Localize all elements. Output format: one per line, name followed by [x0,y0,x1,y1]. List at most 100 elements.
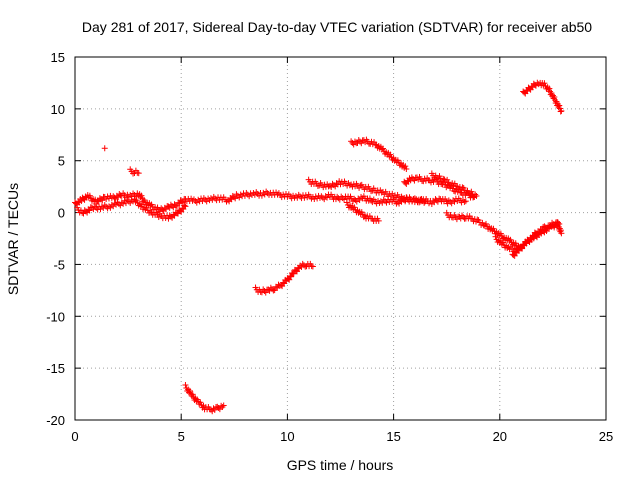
axis-ticks [74,56,607,421]
data-point [288,195,295,202]
data-point [325,183,332,190]
data-point [538,227,545,234]
data-point [358,193,365,200]
x-tick-label: 10 [280,429,294,444]
data-point [551,94,558,101]
data-point [555,220,562,227]
data-point [122,194,129,201]
data-point [368,188,375,195]
data-point [422,198,429,205]
data-point [117,202,124,209]
data-point [411,177,418,184]
data-point [369,199,376,206]
data-point [399,195,406,202]
x-tick-label: 5 [178,429,185,444]
data-point [474,216,481,223]
data-point [462,198,469,205]
data-point [197,399,204,406]
data-point [558,230,565,237]
data-point [138,192,145,199]
y-tick-label: -10 [46,309,65,324]
data-point [127,199,134,206]
data-point [182,382,189,389]
data-point [373,200,380,207]
data-point [546,223,553,230]
data-point [375,217,382,224]
data-point [86,192,93,199]
data-point [440,175,447,182]
data-point [203,198,210,205]
y-tick-label: 15 [51,50,65,65]
data-point [189,391,196,398]
data-point [546,85,553,92]
data-point [99,197,106,204]
data-point [321,196,328,203]
data-point [557,108,564,115]
data-point [301,194,308,201]
data-point [339,195,346,202]
data-point [414,199,421,206]
data-point [193,199,200,206]
data-point [341,196,348,203]
data-point [465,190,472,197]
data-point [379,145,386,152]
data-point [322,193,329,200]
x-tick-label: 20 [493,429,507,444]
data-point [236,194,243,201]
data-point [557,227,564,234]
y-tick-label: 5 [58,154,65,169]
data-point [304,194,311,201]
data-point [220,402,227,409]
data-point [403,166,410,173]
x-tick-label: 15 [386,429,400,444]
data-point [274,191,281,198]
data-point [461,198,468,205]
data-point [311,195,318,202]
y-tick-label: -15 [46,361,65,376]
y-axis-label: SDTVAR / TECUs [5,183,21,295]
data-point [368,197,375,204]
data-point [450,187,457,194]
data-point [155,214,162,221]
data-point [458,199,465,206]
data-point [105,195,112,202]
data-point [246,193,253,200]
data-point [120,200,127,207]
data-point [382,198,389,205]
data-point [453,183,460,190]
y-tick-label: 10 [51,102,65,117]
grid-lines [75,57,606,420]
data-point [211,406,218,413]
chart-title: Day 281 of 2017, Sidereal Day-to-day VTE… [82,19,592,35]
data-point [262,289,269,296]
data-point [457,189,464,196]
x-tick-label: 25 [599,429,613,444]
data-point [454,198,461,205]
data-point [132,193,139,200]
data-point [101,145,108,152]
data-point [356,196,363,203]
data-point [372,141,379,148]
data-point [556,102,563,109]
data-point [130,170,137,177]
data-point [180,199,187,206]
data-point [314,195,321,202]
data-point [492,233,499,240]
x-axis-label: GPS time / hours [287,457,394,473]
y-tick-label: 0 [58,206,65,221]
data-point [387,151,394,158]
data-point [110,203,117,210]
data-point [135,170,142,177]
data-point [143,204,150,211]
data-point [232,195,239,202]
data-point [107,204,114,211]
data-point [103,195,110,202]
data-point [309,263,316,270]
data-point [346,182,353,189]
data-point [558,107,565,114]
tick-labels: 0 5 10 15 20 25 -20 -15 -10 -5 0 5 10 15 [46,50,613,444]
data-point [353,198,360,205]
data-point [186,387,193,394]
data-point [118,192,125,199]
data-point [451,198,458,205]
